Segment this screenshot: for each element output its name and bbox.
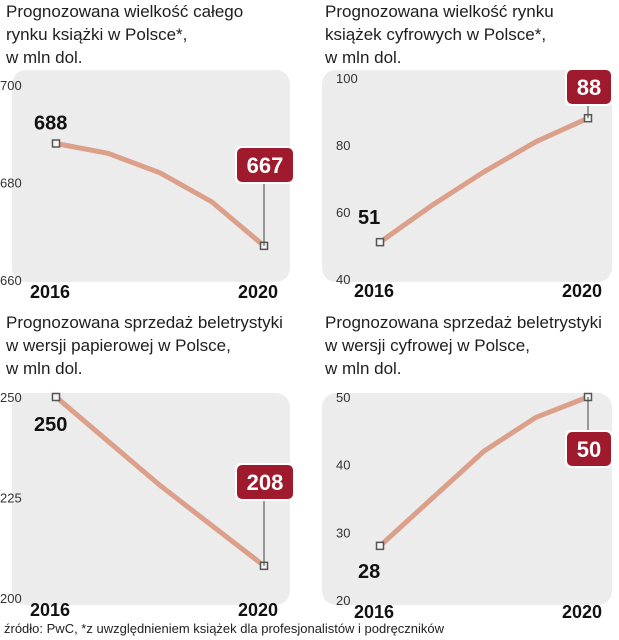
data-point-marker (51, 392, 61, 402)
y-tick-label: 20 (336, 593, 350, 608)
y-tick-label: 700 (0, 78, 22, 93)
y-tick-label: 40 (336, 272, 350, 287)
series-line (377, 115, 591, 245)
end-value-label: 88 (577, 75, 601, 100)
y-tick-label: 50 (336, 390, 350, 405)
chart-title-line: Prognozowana wielkość rynku (325, 2, 554, 21)
y-tick-label: 80 (336, 138, 350, 153)
start-value-label: 250 (34, 414, 67, 436)
chart-title-line: w wersji papierowej w Polsce, (5, 336, 231, 355)
y-tick-label: 660 (0, 273, 22, 288)
x-tick-label: 2020 (238, 282, 278, 302)
y-tick-label: 250 (0, 390, 22, 405)
y-tick-label: 40 (336, 458, 350, 473)
chart-title-line: w mln dol. (324, 359, 402, 378)
y-tick-label: 225 (0, 491, 22, 506)
start-value-label: 51 (358, 207, 380, 229)
series-line (53, 394, 267, 569)
x-tick-label: 2020 (238, 600, 278, 620)
chart-title-line: w mln dol. (5, 359, 83, 378)
x-tick-label: 2016 (354, 281, 394, 301)
chart-title-line: Prognozowana sprzedaż beletrystyki (6, 313, 283, 332)
data-point-marker (51, 139, 61, 148)
chart-1: Prognozowana wielkość całego rynku książk… (0, 2, 295, 302)
chart-panel (12, 393, 290, 605)
chart-title-line: Prognozowana sprzedaż beletrystyki (325, 313, 602, 332)
chart-panel (12, 70, 290, 282)
y-tick-label: 100 (336, 71, 358, 86)
data-point-marker (375, 237, 385, 247)
end-label-box (237, 148, 293, 182)
chart-title-line: Prognozowana wielkość całego (6, 2, 243, 21)
start-value-label: 688 (34, 113, 67, 135)
end-value-label: 50 (577, 437, 601, 462)
chart-4: Prognozowana sprzedaż beletrystyki w wers… (322, 313, 613, 622)
x-tick-label: 2020 (562, 281, 602, 301)
end-label-box (237, 465, 293, 499)
end-label-box (567, 432, 611, 466)
chart-title-line: książek cyfrowych w Polsce*, (325, 25, 546, 44)
chart-panel (322, 393, 612, 605)
y-tick-label: 60 (336, 205, 350, 220)
chart-title-line: rynku książki w Polsce*, (6, 25, 187, 44)
end-value-label: 667 (247, 153, 284, 178)
x-tick-label: 2016 (30, 282, 70, 302)
chart-title-line: w mln dol. (324, 48, 402, 67)
x-tick-label: 2020 (562, 602, 602, 622)
x-tick-label: 2016 (354, 602, 394, 622)
y-tick-label: 200 (0, 591, 22, 606)
chart-3: Prognozowana sprzedaż beletrystyki w wers… (0, 313, 295, 620)
chart-2: Prognozowana wielkość rynku książek cyfro… (322, 2, 613, 301)
chart-title-line: w mln dol. (5, 48, 83, 67)
end-label-box (567, 70, 611, 104)
chart-title-line: w wersji cyfrowej w Polsce, (324, 336, 530, 355)
data-point-marker (375, 541, 385, 551)
end-value-label: 208 (247, 470, 284, 495)
series-line (53, 141, 267, 249)
source-note: źródło: PwC, *z uwzględnieniem książek d… (4, 621, 445, 636)
series-line (377, 394, 591, 549)
y-tick-label: 30 (336, 525, 350, 540)
y-tick-label: 680 (0, 176, 22, 191)
x-tick-label: 2016 (30, 600, 70, 620)
start-value-label: 28 (358, 561, 380, 583)
